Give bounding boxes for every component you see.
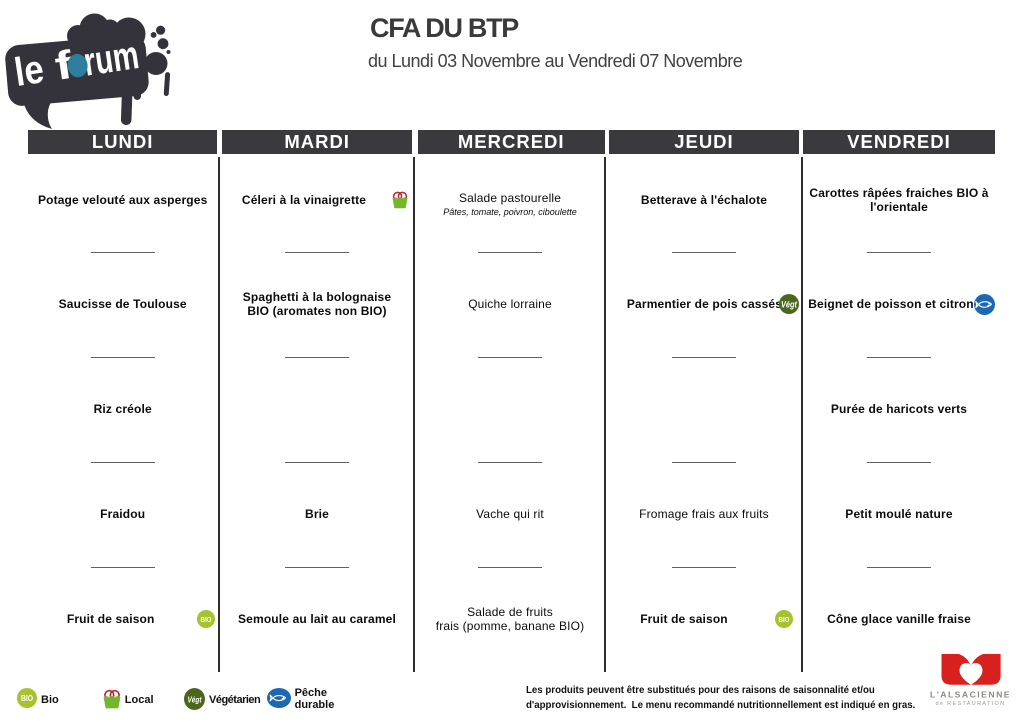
svg-text:Végt: Végt — [187, 694, 202, 704]
svg-text:BIO: BIO — [21, 694, 33, 703]
svg-text:rum: rum — [81, 33, 142, 85]
svg-text:L'ALSACIENNE: L'ALSACIENNE — [930, 691, 1011, 700]
svg-text:de RESTAURATION: de RESTAURATION — [936, 701, 1006, 707]
svg-text:Végt: Végt — [781, 300, 798, 310]
svg-text:BIO: BIO — [201, 615, 212, 624]
svg-text:le: le — [12, 47, 47, 95]
svg-text:BIO: BIO — [779, 615, 790, 624]
